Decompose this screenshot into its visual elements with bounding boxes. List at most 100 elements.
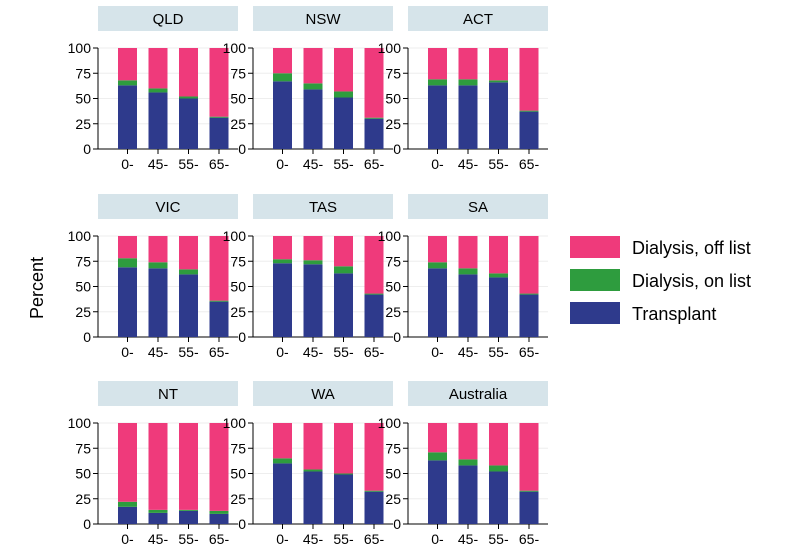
panel-qld: QLD 0 25 50 75 100 0- 45- 55- 65-: [68, 6, 238, 172]
panel-strip-nsw: [253, 6, 393, 31]
y-axis-label: Percent: [27, 257, 47, 319]
bar-wa-45-dialysis-on-list: [303, 469, 323, 472]
bar-nt-45-dialysis-on-list: [148, 509, 168, 513]
bar-act-65-transplant: [519, 111, 539, 149]
bar-vic-65-transplant: [209, 301, 229, 337]
bar-vic-55-dialysis-off-list: [179, 236, 198, 270]
bar-wa-0-dialysis-on-list: [273, 458, 292, 464]
y-tick-label: 100: [223, 228, 247, 244]
x-tick-label: 45-: [148, 156, 169, 172]
panel-wa: WA 0 25 50 75 100 0- 45- 55- 65-: [223, 381, 393, 547]
panel-title-tas: TAS: [309, 199, 337, 216]
x-tick-label: 55-: [333, 156, 354, 172]
bar-sa-65-dialysis-off-list: [519, 236, 539, 294]
bar-nt-55-dialysis-on-list: [179, 509, 198, 511]
bar-qld-65-transplant: [209, 117, 229, 149]
panels: QLD 0 25 50 75 100 0- 45- 55- 65- NSW 0 25 50 75 100 0- 4…: [68, 6, 548, 547]
y-tick-label: 50: [385, 466, 401, 482]
x-tick-label: 45-: [148, 344, 169, 360]
bar-qld-65-dialysis-off-list: [209, 48, 229, 117]
bar-wa-65-transplant: [364, 491, 384, 524]
y-tick-label: 75: [75, 253, 91, 269]
bar-sa-55-dialysis-off-list: [489, 236, 508, 274]
y-tick-label: 50: [75, 279, 91, 295]
x-tick-label: 0-: [121, 531, 134, 547]
bar-australia-65-dialysis-off-list: [519, 423, 539, 491]
y-tick-label: 100: [68, 228, 92, 244]
y-tick-label: 75: [385, 253, 401, 269]
x-tick-label: 45-: [303, 344, 324, 360]
bar-australia-55-dialysis-on-list: [489, 465, 508, 472]
y-tick-label: 75: [75, 440, 91, 456]
panel-title-qld: QLD: [153, 11, 184, 28]
bar-vic-55-transplant: [179, 274, 198, 337]
y-tick-label: 25: [230, 304, 246, 320]
y-tick-label: 75: [385, 65, 401, 81]
y-tick-label: 100: [378, 415, 402, 431]
legend-swatch: [570, 302, 620, 324]
y-tick-label: 75: [230, 65, 246, 81]
x-tick-label: 0-: [276, 344, 289, 360]
panel-strip-nt: [98, 381, 238, 406]
x-tick-label: 55-: [178, 344, 199, 360]
panel-title-nt: NT: [158, 386, 178, 403]
x-tick-label: 65-: [364, 344, 385, 360]
bar-sa-65-dialysis-on-list: [519, 293, 539, 295]
bar-nsw-55-dialysis-off-list: [334, 48, 353, 92]
bar-nt-0-dialysis-off-list: [118, 423, 137, 502]
bar-vic-0-dialysis-off-list: [118, 236, 137, 259]
bar-nsw-0-dialysis-on-list: [273, 73, 292, 82]
y-tick-label: 25: [75, 491, 91, 507]
panel-strip-australia: [408, 381, 548, 406]
panel-title-australia: Australia: [449, 386, 508, 403]
x-tick-label: 45-: [303, 156, 324, 172]
bar-qld-0-transplant: [118, 85, 137, 149]
bar-qld-0-dialysis-off-list: [118, 48, 137, 81]
bar-vic-0-dialysis-on-list: [118, 258, 137, 268]
y-tick-label: 100: [378, 40, 402, 56]
x-tick-label: 55-: [178, 156, 199, 172]
y-tick-label: 0: [83, 329, 91, 345]
panel-nsw: NSW 0 25 50 75 100 0- 45- 55- 65-: [223, 6, 393, 172]
bar-wa-55-dialysis-on-list: [334, 473, 353, 475]
bar-wa-0-transplant: [273, 463, 292, 524]
bar-qld-65-dialysis-on-list: [209, 116, 229, 118]
legend-label: Dialysis, off list: [632, 238, 751, 258]
bar-qld-45-dialysis-on-list: [148, 88, 168, 93]
panel-nt: NT 0 25 50 75 100 0- 45- 55- 65-: [68, 381, 238, 547]
bar-tas-45-dialysis-on-list: [303, 260, 323, 265]
bar-nt-65-dialysis-on-list: [209, 510, 229, 514]
x-tick-label: 65-: [519, 531, 540, 547]
panel-tas: TAS 0 25 50 75 100 0- 45- 55- 65-: [223, 194, 393, 360]
y-tick-label: 0: [393, 329, 401, 345]
bar-sa-0-transplant: [428, 268, 447, 337]
legend-label: Transplant: [632, 304, 716, 324]
bar-vic-65-dialysis-on-list: [209, 300, 229, 302]
legend-item-transplant: Transplant: [570, 302, 716, 324]
bar-qld-55-transplant: [179, 98, 198, 149]
bar-sa-45-dialysis-on-list: [458, 268, 478, 275]
bar-act-45-transplant: [458, 85, 478, 149]
y-tick-label: 25: [230, 116, 246, 132]
bar-australia-65-transplant: [519, 491, 539, 524]
y-tick-label: 25: [75, 304, 91, 320]
x-tick-label: 0-: [121, 156, 134, 172]
x-tick-label: 65-: [364, 156, 385, 172]
legend-item-dialysis-on-list: Dialysis, on list: [570, 269, 751, 291]
bar-nsw-45-dialysis-off-list: [303, 48, 323, 84]
y-tick-label: 0: [83, 141, 91, 157]
x-tick-label: 0-: [121, 344, 134, 360]
bar-nt-55-transplant: [179, 510, 198, 524]
x-tick-label: 65-: [209, 531, 230, 547]
bar-nt-45-transplant: [148, 512, 168, 524]
bar-act-45-dialysis-on-list: [458, 79, 478, 86]
y-tick-label: 0: [83, 516, 91, 532]
x-tick-label: 65-: [364, 531, 385, 547]
bar-act-65-dialysis-on-list: [519, 110, 539, 112]
x-tick-label: 65-: [519, 156, 540, 172]
bar-act-0-dialysis-on-list: [428, 79, 447, 86]
bar-tas-55-dialysis-off-list: [334, 236, 353, 267]
bar-act-55-dialysis-off-list: [489, 48, 508, 81]
x-tick-label: 0-: [276, 156, 289, 172]
